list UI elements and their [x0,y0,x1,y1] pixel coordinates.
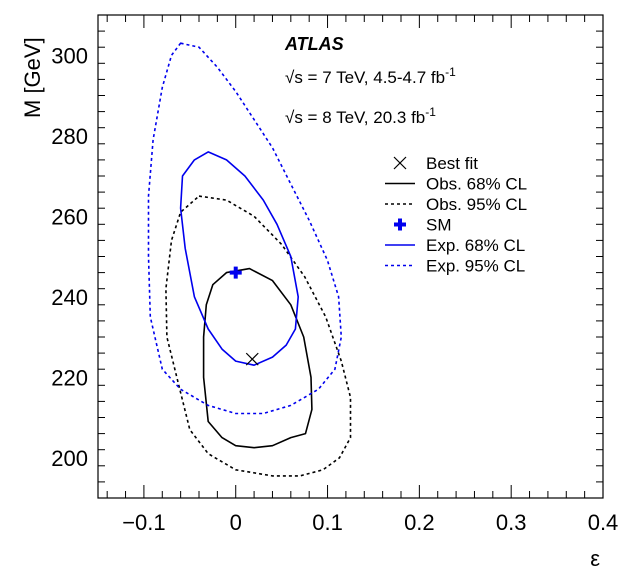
y-tick-label: 200 [51,446,88,471]
contour-exp-68-cl [179,151,299,366]
y-tick-label: 300 [51,43,88,68]
contour-obs-95-cl [165,195,352,477]
contour-exp-95-cl [147,42,343,415]
legend-label: Best fit [426,154,478,173]
energy-line-1: √s = 7 TeV, 4.5-4.7 fb-1 [285,65,456,87]
legend-best-fit-icon [393,156,407,170]
energy-line-1-sup: -1 [445,65,456,79]
x-tick-label: 0.1 [312,510,343,535]
y-tick-label: 260 [51,204,88,229]
legend-label: Obs. 95% CL [426,195,527,214]
y-tick-label: 280 [51,124,88,149]
atlas-label: ATLAS [284,34,344,54]
energy-line-1-text: √s = 7 TeV, 4.5-4.7 fb [285,68,445,87]
legend-entry: Exp. 95% CL [385,257,525,276]
legend-entry: Obs. 95% CL [385,195,527,214]
legend-sm-icon [394,218,406,231]
x-axis-title: ε [590,546,600,571]
x-tick-labels: −0.1 0 0.1 0.2 0.3 0.4 [122,510,618,535]
x-tick-label: 0.2 [404,510,435,535]
sm-marker [229,266,242,279]
legend-label: SM [426,216,452,235]
best-fit-marker [245,352,259,366]
x-tick-label: 0.3 [496,510,527,535]
energy-line-2: √s = 8 TeV, 20.3 fb-1 [285,105,436,127]
legend-entry: SM [394,216,452,235]
y-tick-labels: 200 220 240 260 280 300 [51,43,88,471]
axis-ticks [98,14,604,499]
x-tick-label: 0 [230,510,242,535]
y-tick-label: 220 [51,365,88,390]
x-tick-label: −0.1 [122,510,165,535]
energy-line-2-text: √s = 8 TeV, 20.3 fb [285,108,425,127]
legend-label: Obs. 68% CL [426,175,527,194]
point-markers [229,266,259,366]
y-axis-title: M [GeV] [20,37,45,118]
legend-entry: Exp. 68% CL [385,236,525,255]
legend-entry: Obs. 68% CL [385,175,527,194]
energy-line-2-sup: -1 [425,105,436,119]
y-tick-label: 240 [51,285,88,310]
x-tick-label: 0.4 [588,510,619,535]
contour-obs-68-cl [202,267,313,449]
legend-label: Exp. 68% CL [426,236,525,255]
legend-entry: Best fit [393,154,478,173]
legend-label: Exp. 95% CL [426,257,525,276]
contour-lines [147,42,352,477]
